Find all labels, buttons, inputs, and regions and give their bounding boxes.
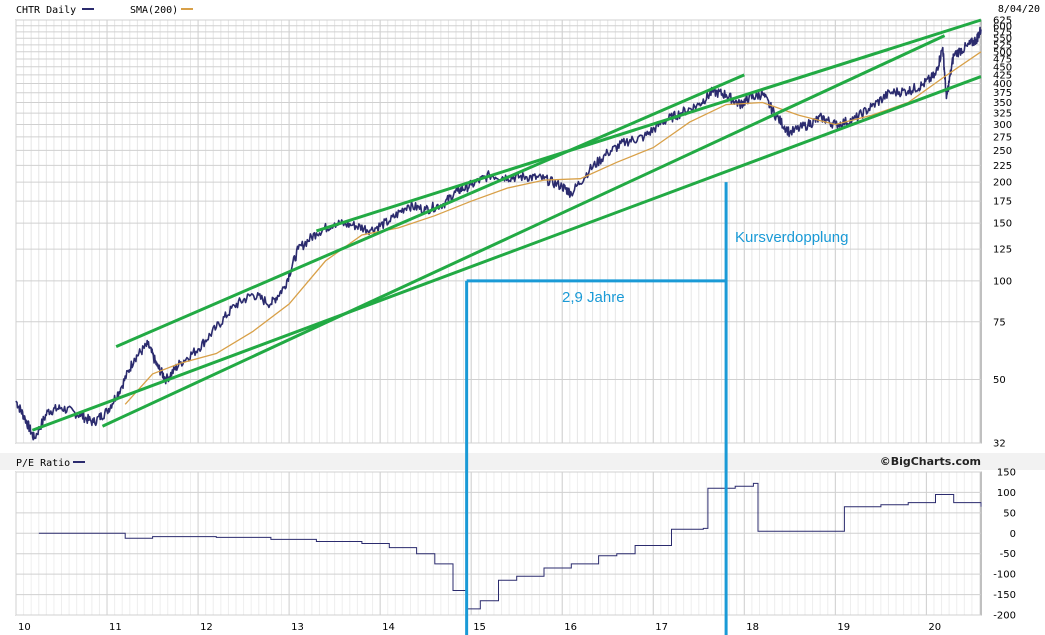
- overlay-layer: [31, 18, 982, 635]
- price-y-tick-label: 32: [993, 439, 1006, 450]
- x-tick-label: 17: [655, 622, 668, 633]
- annotation-price-doubling: Kursverdopplung: [735, 229, 848, 246]
- pe-y-tick-label: -50: [1000, 549, 1016, 560]
- annotation-years: 2,9 Jahre: [562, 289, 625, 306]
- price-y-tick-label: 250: [993, 146, 1012, 157]
- trend-line-upper-right: [315, 18, 982, 233]
- x-tick-label: 11: [109, 622, 122, 633]
- trend-line-middle: [101, 34, 946, 428]
- price-y-tick-label: 525: [993, 40, 1012, 51]
- price-y-tick-label: 550: [993, 34, 1012, 45]
- price-y-tick-label: 425: [993, 70, 1012, 81]
- symbol-label: CHTR Daily: [16, 5, 76, 16]
- price-y-tick-label: 625: [993, 16, 1012, 27]
- pe-y-tick-label: 50: [1003, 508, 1016, 519]
- price-y-tick-label: 475: [993, 55, 1012, 66]
- trend-line-lower: [31, 75, 982, 432]
- pe-y-tick-label: 0: [1010, 529, 1016, 540]
- pe-y-tick-label: 150: [997, 468, 1016, 479]
- sma-series-line: [124, 51, 982, 405]
- trend-line-upper-left: [115, 73, 745, 348]
- pe-y-tick-label: -150: [993, 590, 1016, 601]
- price-y-tick-label: 400: [993, 79, 1012, 90]
- price-y-tick-label: 225: [993, 161, 1012, 172]
- price-y-tick-label: 200: [993, 178, 1012, 189]
- price-y-tick-label: 50: [993, 375, 1006, 386]
- price-y-tick-label: 600: [993, 21, 1012, 32]
- x-tick-label: 16: [564, 622, 577, 633]
- x-tick-label: 10: [18, 622, 31, 633]
- x-tick-label: 18: [746, 622, 759, 633]
- grid: 10 11 12 13 14 15 16 17 18 19 20325075100125150175…: [15, 16, 1016, 633]
- price-y-tick-label: 300: [993, 120, 1012, 131]
- pe-series-line: [38, 482, 982, 610]
- sma-label: SMA(200): [130, 5, 178, 16]
- x-tick-label: 12: [200, 622, 213, 633]
- pe-label: P/E Ratio: [16, 458, 70, 469]
- price-y-tick-label: 500: [993, 47, 1012, 58]
- x-tick-label: 19: [837, 622, 850, 633]
- price-y-tick-label: 275: [993, 132, 1012, 143]
- pe-y-tick-label: 100: [997, 488, 1016, 499]
- price-y-tick-label: 125: [993, 245, 1012, 256]
- price-y-tick-label: 375: [993, 88, 1012, 99]
- price-y-tick-label: 325: [993, 109, 1012, 120]
- price-y-tick-label: 575: [993, 27, 1012, 38]
- pe-y-tick-label: -200: [993, 611, 1016, 622]
- price-y-tick-label: 100: [993, 276, 1012, 287]
- x-tick-label: 14: [382, 622, 395, 633]
- brand-label: ©BigCharts.com: [880, 455, 981, 468]
- price-y-tick-label: 350: [993, 98, 1012, 109]
- price-y-tick-label: 75: [993, 317, 1006, 328]
- x-tick-label: 15: [473, 622, 486, 633]
- price-y-tick-label: 450: [993, 62, 1012, 73]
- pe-header-strip: [0, 453, 1045, 470]
- pe-y-tick-label: -100: [993, 570, 1016, 581]
- x-tick-label: 20: [928, 622, 941, 633]
- price-y-tick-label: 175: [993, 197, 1012, 208]
- x-tick-label: 13: [291, 622, 304, 633]
- price-y-tick-label: 150: [993, 219, 1012, 230]
- date-label: 8/04/20: [998, 4, 1040, 15]
